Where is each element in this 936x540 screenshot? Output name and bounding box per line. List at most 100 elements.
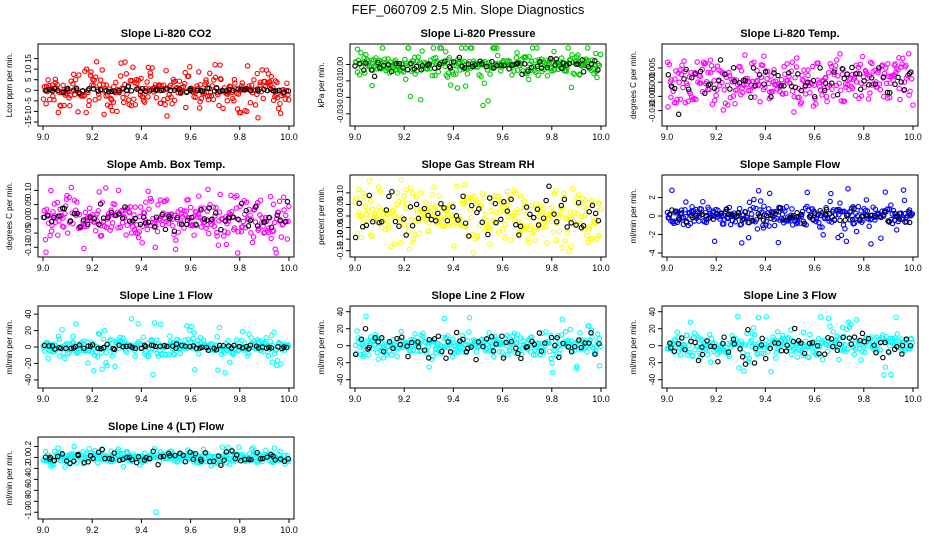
reference-point [717, 57, 724, 63]
data-point [54, 199, 61, 206]
data-point [142, 85, 149, 92]
data-point [838, 87, 844, 93]
data-point [48, 187, 54, 194]
reference-point [76, 342, 83, 348]
y-axis-label: ml/min per min. [317, 320, 326, 375]
data-point [365, 208, 372, 215]
reference-point [811, 93, 818, 100]
reference-point [829, 214, 835, 220]
data-point [453, 349, 460, 355]
y-tick-label: -20 [336, 356, 345, 368]
data-point [106, 213, 112, 220]
data-point [139, 239, 145, 246]
data-point [417, 96, 424, 103]
reference-point [273, 88, 279, 94]
data-point [668, 77, 675, 83]
data-point [849, 85, 856, 92]
reference-point [493, 341, 499, 347]
data-point [115, 225, 121, 231]
data-point [401, 193, 407, 199]
data-point [786, 73, 792, 80]
plot-frame [349, 305, 607, 389]
data-point [830, 328, 836, 335]
x-tick-label: 10.0 [280, 394, 298, 404]
data-point [382, 56, 388, 62]
data-point [567, 209, 573, 216]
data-point [869, 60, 875, 67]
reference-point [198, 207, 204, 213]
data-point [281, 207, 287, 213]
y-tick-label: 0.00 [336, 56, 345, 72]
x-tick-label: 10.0 [592, 263, 610, 273]
reference-point [683, 219, 689, 226]
y-tick-label: -0.15 [336, 241, 345, 260]
reference-point [675, 216, 682, 222]
data-point [764, 75, 770, 82]
reference-point [882, 339, 888, 346]
data-point [101, 327, 108, 334]
data-point [841, 98, 848, 104]
data-point [877, 86, 884, 93]
reference-point [816, 351, 822, 357]
data-point [236, 444, 242, 450]
data-point [755, 188, 762, 194]
data-point [496, 349, 502, 355]
data-point [597, 51, 604, 58]
data-point [104, 102, 111, 108]
reference-point [579, 57, 585, 63]
data-point [222, 369, 228, 376]
reference-point [447, 65, 454, 71]
reference-point [768, 94, 774, 100]
data-point [514, 207, 520, 213]
reference-point [527, 211, 533, 218]
reference-point [771, 70, 777, 76]
data-point [62, 464, 68, 470]
data-point [130, 64, 136, 70]
data-point [853, 79, 860, 85]
reference-point [122, 204, 128, 210]
data-point [275, 209, 282, 216]
data-point [574, 211, 581, 217]
data-point [439, 343, 445, 349]
data-point [478, 205, 485, 211]
reference-point [592, 351, 598, 357]
data-point [544, 240, 550, 246]
reference-point [499, 333, 505, 339]
data-point [571, 71, 578, 77]
data-point [526, 239, 532, 246]
data-point [155, 202, 161, 208]
data-point [398, 328, 404, 335]
reference-point [826, 211, 833, 217]
data-point [391, 241, 398, 247]
data-point [793, 220, 800, 227]
data-point [794, 219, 801, 226]
data-point [286, 203, 292, 210]
reference-point [778, 347, 785, 354]
reference-point [221, 457, 227, 463]
data-point [504, 352, 511, 358]
data-point [429, 192, 435, 198]
reference-point [841, 75, 847, 82]
data-point [62, 355, 68, 362]
data-point [584, 45, 591, 51]
data-point [825, 69, 832, 76]
y-tick-label: -0.05 [336, 218, 345, 237]
reference-point [252, 204, 259, 210]
data-point [789, 59, 796, 66]
data-point [590, 344, 596, 351]
reference-point [506, 66, 512, 72]
reference-point [201, 216, 208, 222]
reference-point [97, 201, 104, 207]
data-point [214, 229, 220, 236]
data-point [739, 341, 745, 347]
panel-title: Slope Gas Stream RH [421, 159, 534, 171]
data-point [463, 223, 469, 230]
reference-point [218, 226, 224, 233]
data-point [360, 190, 366, 197]
data-point [150, 371, 156, 378]
data-point [457, 222, 464, 228]
reference-point [125, 83, 132, 89]
data-point [128, 316, 135, 322]
data-point [234, 250, 241, 256]
